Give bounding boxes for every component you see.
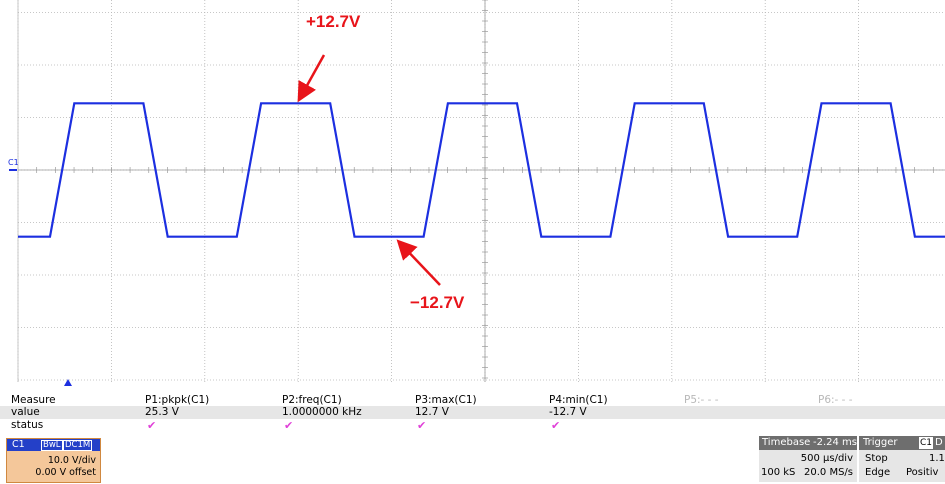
trigger-channel-suffix: D xyxy=(935,437,943,448)
param-p3-value: 12.7 V xyxy=(415,406,449,418)
param-p1-status-check-icon: ✔ xyxy=(147,419,157,432)
trigger-level: 1.1 xyxy=(929,453,945,464)
channel-vdiv: 10.0 V/div xyxy=(47,455,96,466)
trigger-position-icon xyxy=(64,379,72,386)
measure-value-row: value 25.3 V 1.0000000 kHz 12.7 V -12.7 … xyxy=(0,406,945,419)
measure-table: Measure P1:pkpk(C1) P2:freq(C1) P3:max(C… xyxy=(0,392,945,438)
coupling-tag: DC1M xyxy=(63,440,93,451)
timebase-header[interactable]: Timebase -2.24 ms xyxy=(759,436,857,450)
timebase-delay: -2.24 ms xyxy=(813,437,858,448)
waveform-trace xyxy=(18,102,945,238)
bandwidth-limit-tag: BwL xyxy=(41,440,63,451)
trigger-body[interactable]: Stop 1.1 Edge Positiv xyxy=(859,450,945,482)
timebase-body[interactable]: 500 µs/div 100 kS 20.0 MS/s xyxy=(759,450,857,482)
measure-status-row: status ✔ ✔ ✔ ✔ xyxy=(0,419,945,432)
param-p2-status-check-icon: ✔ xyxy=(284,419,294,432)
measure-label: Measure xyxy=(11,394,56,406)
trigger-type: Edge xyxy=(865,467,891,478)
channel-c1-descriptor[interactable]: C1 BwL DC1M 10.0 V/div 0.00 V offset xyxy=(6,438,101,483)
scope-display: C1 xyxy=(8,0,945,386)
param-p4-name[interactable]: P4:min(C1) xyxy=(549,394,608,406)
param-p2-name[interactable]: P2:freq(C1) xyxy=(282,394,342,406)
timebase-tdiv: 500 µs/div xyxy=(800,453,853,464)
channel-offset: 0.00 V offset xyxy=(35,467,96,478)
param-p5-name[interactable]: P5:- - - xyxy=(684,394,719,406)
status-label: status xyxy=(11,419,44,431)
trigger-slope: Positiv xyxy=(906,467,939,478)
arrow-to-min xyxy=(396,239,441,286)
trigger-header[interactable]: Trigger C1 D xyxy=(859,436,945,450)
waveform-plot: C1 xyxy=(8,0,945,386)
measure-header-row: Measure P1:pkpk(C1) P2:freq(C1) P3:max(C… xyxy=(0,394,945,407)
param-p1-name[interactable]: P1:pkpk(C1) xyxy=(145,394,210,406)
timebase-label: Timebase xyxy=(762,437,811,448)
arrow-to-max xyxy=(297,54,326,103)
trigger-label: Trigger xyxy=(863,437,898,448)
annotation-max-voltage: +12.7V xyxy=(306,12,361,31)
annotation-min-voltage: −12.7V xyxy=(410,293,465,312)
trigger-channel: C1 xyxy=(919,437,934,449)
trigger-mode: Stop xyxy=(865,453,888,464)
timebase-rate: 20.0 MS/s xyxy=(804,467,853,478)
timebase-trigger-panel: Timebase -2.24 ms 500 µs/div 100 kS 20.0… xyxy=(759,436,945,482)
timebase-samples: 100 kS xyxy=(761,467,796,478)
channel-c1-header: C1 BwL DC1M xyxy=(7,439,100,451)
param-p4-status-check-icon: ✔ xyxy=(551,419,561,432)
param-p2-value: 1.0000000 kHz xyxy=(282,406,362,418)
param-p3-status-check-icon: ✔ xyxy=(417,419,427,432)
param-p6-name[interactable]: P6:- - - xyxy=(818,394,853,406)
param-p1-value: 25.3 V xyxy=(145,406,179,418)
param-p3-name[interactable]: P3:max(C1) xyxy=(415,394,477,406)
channel-marker-label: C1 xyxy=(8,158,19,167)
value-label: value xyxy=(11,406,40,418)
param-p4-value: -12.7 V xyxy=(549,406,587,418)
channel-name: C1 xyxy=(12,439,25,450)
